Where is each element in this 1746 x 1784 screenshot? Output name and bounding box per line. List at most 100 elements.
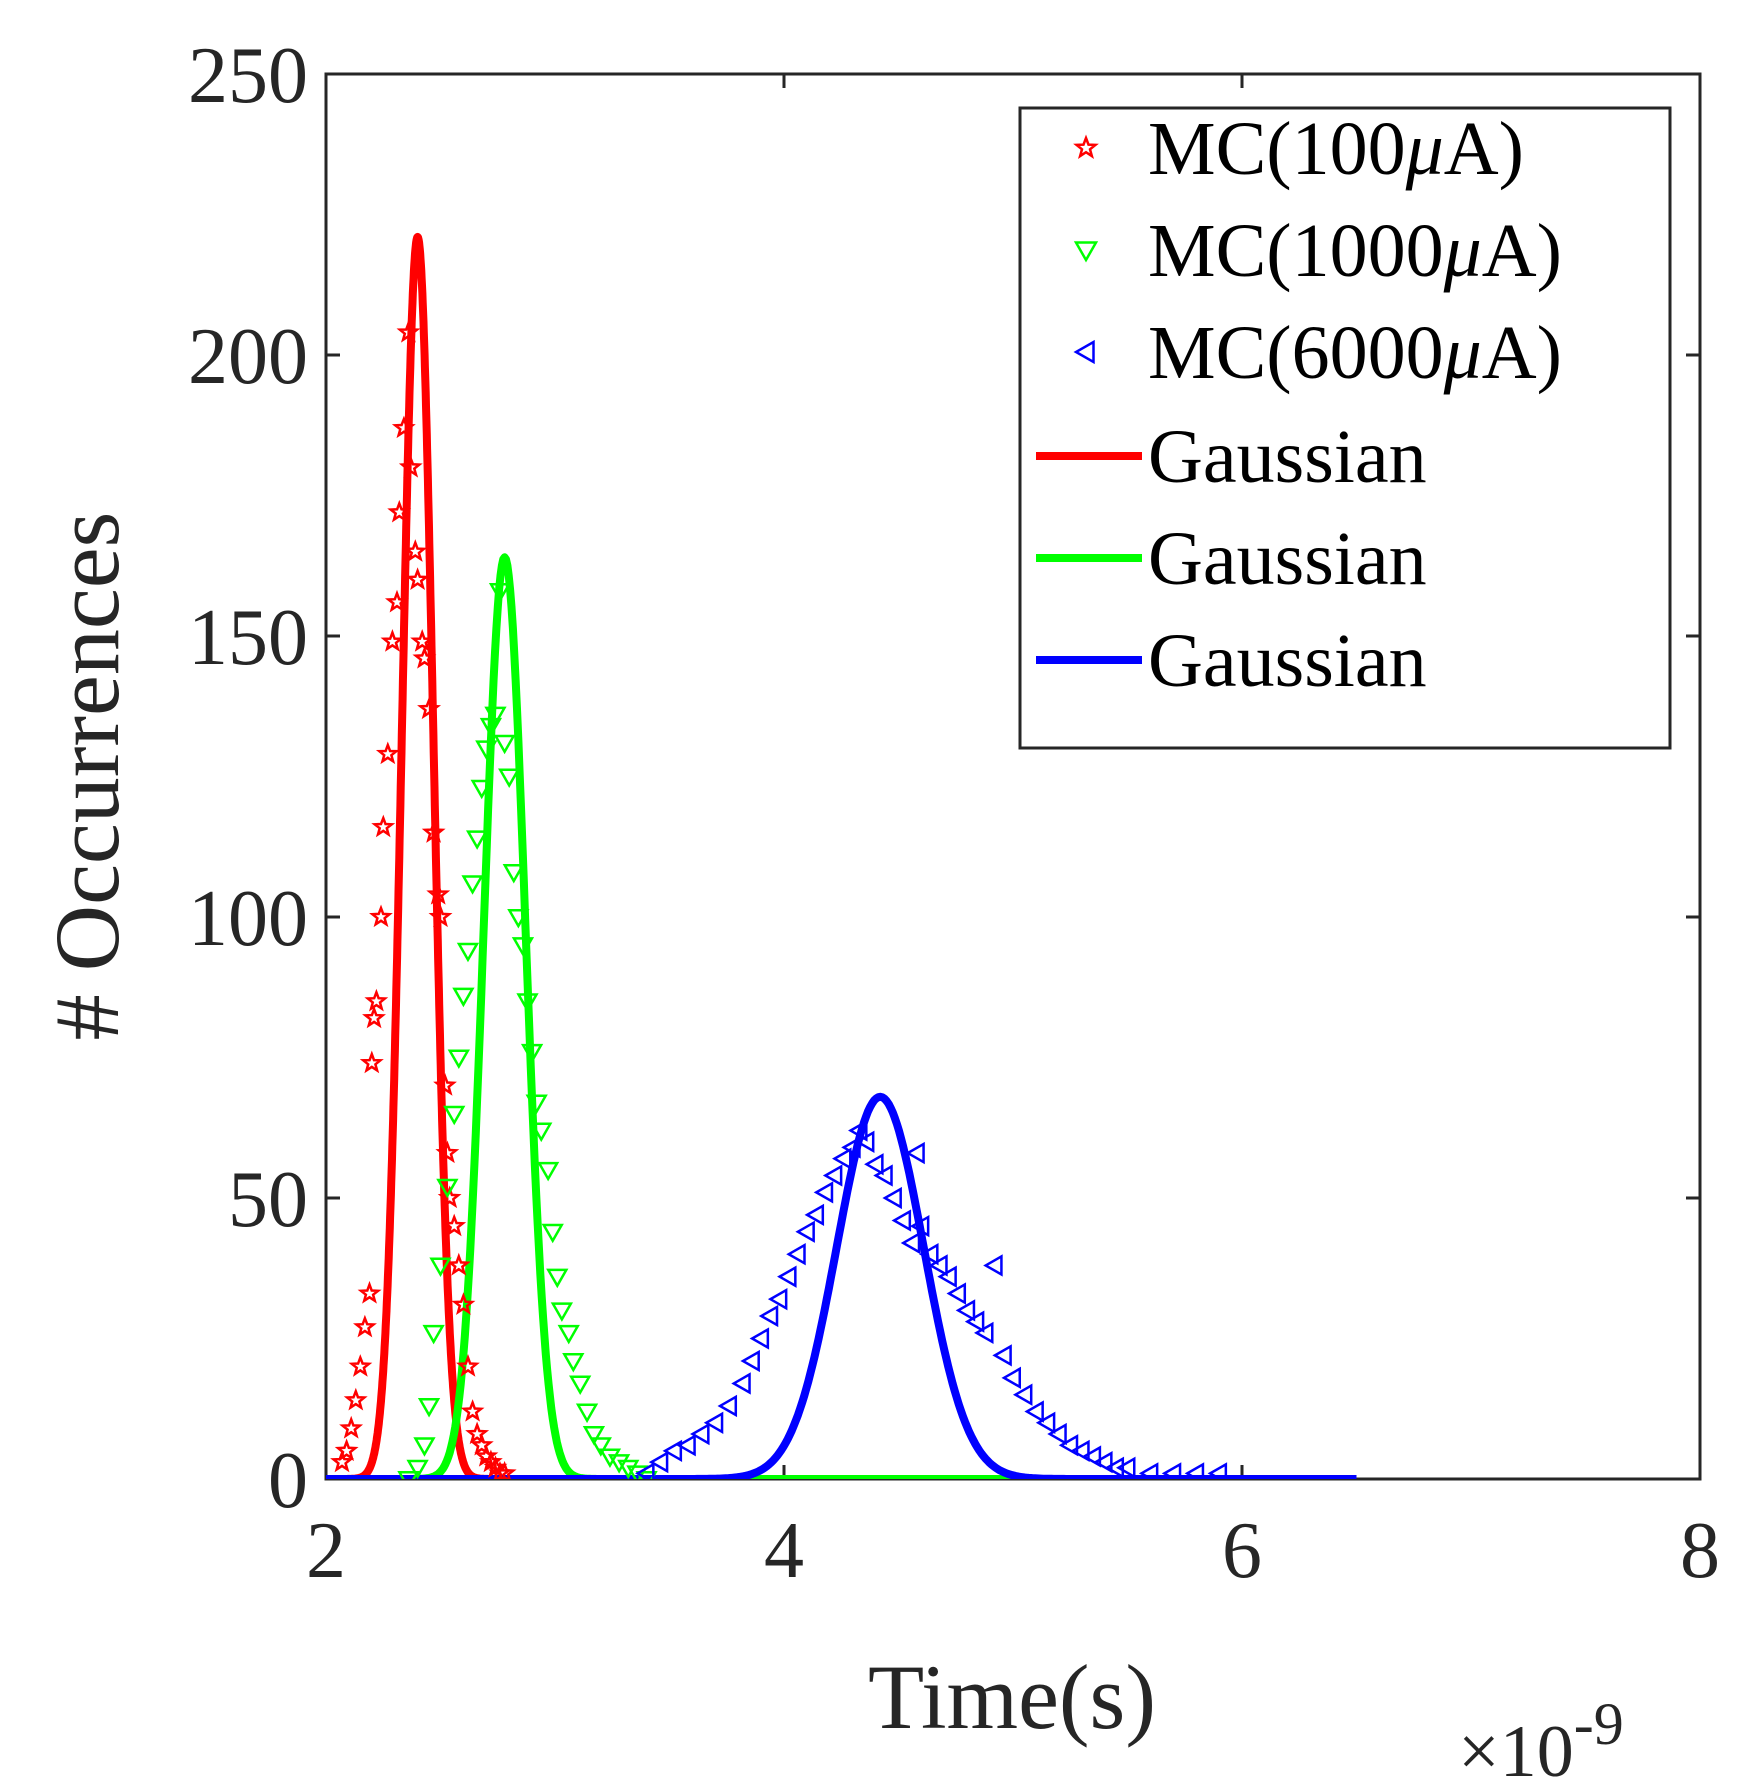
data-point <box>900 1231 921 1255</box>
data-point <box>475 740 498 760</box>
legend-label-4: Gaussian <box>1148 517 1427 601</box>
data-point <box>676 1434 696 1457</box>
data-point <box>617 1459 640 1479</box>
data-point <box>937 1265 957 1288</box>
data-point <box>740 1349 760 1373</box>
legend-label-mu: μ <box>1443 209 1482 293</box>
y-tick-label: 250 <box>188 32 308 120</box>
data-point <box>562 1352 585 1373</box>
data-point <box>507 909 530 929</box>
x-tick-label: 2 <box>306 1507 346 1595</box>
data-point <box>417 696 442 720</box>
data-point <box>703 1411 724 1434</box>
data-point <box>369 904 393 928</box>
y-tick-label: 100 <box>188 875 308 963</box>
data-point <box>498 768 521 789</box>
data-point <box>919 1243 939 1266</box>
data-point <box>465 1421 490 1445</box>
data-point <box>398 454 423 478</box>
data-point <box>1115 1456 1136 1479</box>
data-point <box>348 1354 373 1377</box>
data-point <box>403 539 428 562</box>
data-point <box>1024 1400 1044 1423</box>
y-axis-title: # Occurrences <box>36 512 138 1041</box>
y-tick-label: 150 <box>188 594 308 682</box>
legend-label-mu: μ <box>1443 311 1482 395</box>
data-point <box>905 1141 925 1165</box>
legend-label-suffix: A) <box>1482 209 1562 293</box>
data-point <box>410 628 435 652</box>
x-exponent-label: ×10-9 <box>1458 1691 1624 1784</box>
data-point <box>546 1268 569 1289</box>
data-point <box>964 1310 985 1333</box>
data-point <box>749 1327 770 1350</box>
gaussian-line-4 <box>326 553 1016 1479</box>
marker-series-2 <box>635 1119 1228 1479</box>
data-point <box>848 1119 868 1142</box>
data-point <box>426 881 451 905</box>
data-point <box>1012 1383 1033 1406</box>
data-point <box>359 1050 384 1074</box>
data-point <box>550 1302 574 1322</box>
legend-box <box>1018 106 1672 750</box>
y-tick-label: 50 <box>228 1156 308 1244</box>
legend-marker-0 <box>1073 134 1099 159</box>
data-point <box>1001 1366 1021 1389</box>
data-point <box>413 1437 436 1457</box>
data-point <box>421 820 446 843</box>
data-point <box>391 415 416 439</box>
legend-label-3: Gaussian <box>1148 415 1427 499</box>
data-point <box>406 1459 429 1479</box>
data-point <box>891 1209 912 1232</box>
data-point <box>479 717 503 738</box>
x-tick-label: 4 <box>764 1507 804 1595</box>
data-point <box>983 1254 1003 1277</box>
data-point <box>909 1214 930 1238</box>
data-point <box>433 1073 457 1096</box>
data-point <box>1161 1462 1182 1479</box>
data-point <box>873 1164 893 1187</box>
data-point <box>451 1292 476 1315</box>
data-point <box>470 779 493 800</box>
data-point <box>758 1304 779 1328</box>
x-tick-labels: 2 4 6 8 <box>306 1507 1720 1595</box>
data-point <box>946 1282 967 1305</box>
data-point <box>452 987 475 1008</box>
data-point <box>864 1153 884 1176</box>
data-point <box>530 1122 553 1143</box>
data-point <box>955 1299 976 1322</box>
data-point <box>330 1449 355 1473</box>
data-point <box>795 1220 815 1243</box>
data-point <box>598 1448 622 1469</box>
data-point <box>364 988 389 1012</box>
data-point <box>429 1257 452 1277</box>
legend: MC(100μA)MC(1000μA)MC(6000μA)GaussianGau… <box>1018 106 1672 750</box>
data-point <box>589 1437 612 1457</box>
data-point <box>662 1439 683 1463</box>
data-point <box>635 1462 655 1479</box>
legend-label-prefix: MC(1000 <box>1148 209 1444 293</box>
legend-label-prefix: MC(100 <box>1148 107 1406 191</box>
data-point <box>492 1460 517 1479</box>
data-point <box>339 1415 364 1439</box>
data-point <box>541 1223 564 1244</box>
data-point <box>456 942 480 963</box>
data-point <box>1035 1411 1056 1434</box>
data-point <box>575 1403 599 1424</box>
data-point <box>461 875 484 895</box>
data-point <box>412 645 437 669</box>
data-point <box>854 1130 875 1153</box>
data-point <box>334 1438 359 1462</box>
legend-label-mu: μ <box>1405 107 1444 191</box>
data-point <box>1047 1422 1067 1446</box>
data-point <box>569 1375 592 1395</box>
data-point <box>422 1324 445 1345</box>
data-point <box>343 1387 368 1411</box>
data-point <box>442 1213 467 1237</box>
data-point <box>992 1344 1012 1367</box>
data-point <box>357 1280 382 1304</box>
data-point <box>1093 1450 1113 1474</box>
data-point <box>465 830 489 850</box>
legend-label-2: MC(6000μA) <box>1148 311 1562 395</box>
